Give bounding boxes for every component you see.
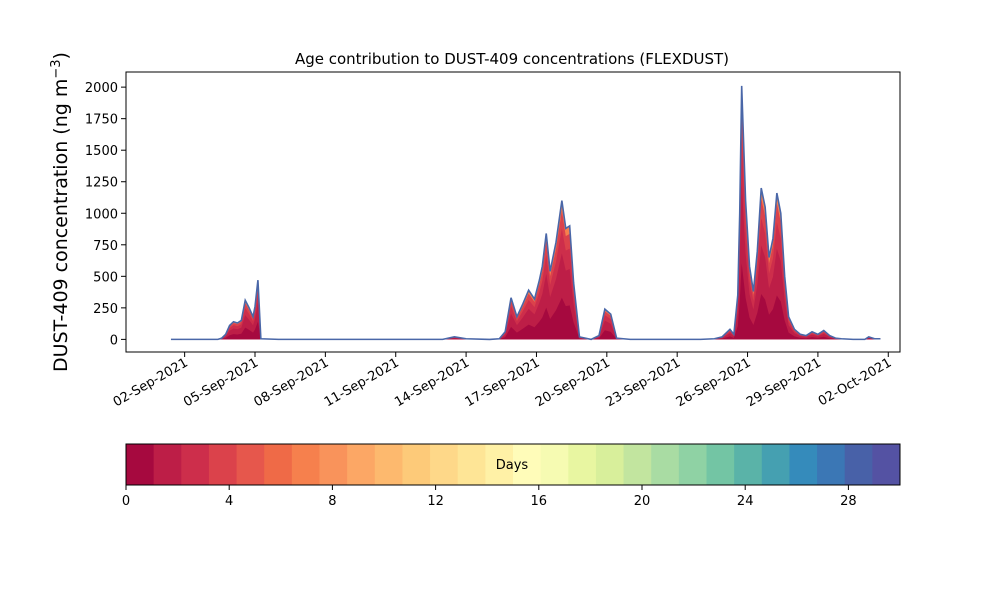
y-tick-label: 250 (93, 302, 118, 317)
plot-frame (125, 71, 901, 353)
colorbar-segment (181, 444, 210, 485)
colorbar-segment (236, 444, 265, 485)
colorbar-segment (568, 444, 597, 485)
y-axis-label: DUST-409 concentration (ng m−3) (49, 52, 72, 372)
colorbar-tick-label: 20 (634, 494, 651, 509)
colorbar-segment (872, 444, 901, 485)
colorbar-segment (457, 444, 486, 485)
colorbar-segment (595, 444, 625, 485)
colorbar-segment (761, 444, 790, 485)
colorbar-segment (789, 444, 818, 485)
y-tick-label: 0 (110, 333, 118, 348)
x-axis: 02-Sep-202105-Sep-202108-Sep-202111-Sep-… (111, 352, 894, 410)
colorbar-segment (374, 444, 403, 485)
x-tick-label: 14-Sep-2021 (392, 355, 472, 410)
x-tick-label: 20-Sep-2021 (533, 355, 613, 410)
colorbar-segment (734, 444, 763, 485)
colorbar: 0 4 8 12 16 20 24 28 (122, 443, 901, 509)
colorbar-segment (651, 444, 680, 485)
y-tick-label: 500 (93, 270, 118, 285)
colorbar-segment (430, 444, 459, 485)
x-tick-label: 02-Sep-2021 (111, 355, 191, 410)
colorbar-segment (347, 444, 376, 485)
y-axis: 0 250 500 750 1000 1250 1500 1750 2000 (85, 81, 126, 348)
x-tick-label: 26-Sep-2021 (674, 355, 754, 410)
colorbar-segment (678, 444, 707, 485)
colorbar-segment (264, 444, 293, 485)
colorbar-tick-label: 12 (427, 494, 444, 509)
colorbar-tick-label: 8 (328, 494, 336, 509)
y-tick-label: 1500 (85, 144, 118, 159)
colorbar-segment (126, 444, 155, 485)
colorbar-segment (706, 444, 735, 485)
y-tick-label: 2000 (85, 81, 118, 96)
y-tick-label: 1000 (85, 207, 118, 222)
x-tick-label: 02-Oct-2021 (816, 355, 894, 409)
colorbar-tick-label: 4 (225, 494, 233, 509)
colorbar-tick-label: 16 (531, 494, 548, 509)
colorbar-segment (153, 444, 182, 485)
y-tick-label: 750 (93, 239, 118, 254)
colorbar-segment (623, 444, 652, 485)
colorbar-segment (513, 444, 542, 485)
colorbar-segment (540, 444, 569, 485)
x-tick-label: 08-Sep-2021 (252, 355, 332, 410)
chart-title: Age contribution to DUST-409 concentrati… (295, 50, 729, 68)
colorbar-tick-label: 0 (122, 494, 130, 509)
colorbar-segment (291, 444, 320, 485)
colorbar-label: Days (496, 458, 529, 473)
x-tick-label: 29-Sep-2021 (744, 355, 824, 410)
colorbar-segment (844, 444, 873, 485)
colorbar-segment (817, 444, 846, 485)
colorbar-segment (208, 444, 238, 485)
colorbar-segment (319, 444, 348, 485)
colorbar-tick-label: 28 (840, 494, 857, 509)
colorbar-segment (485, 444, 514, 485)
x-tick-label: 23-Sep-2021 (603, 355, 683, 410)
y-tick-label: 1250 (85, 176, 118, 191)
total-concentration-line (170, 85, 881, 341)
x-tick-label: 11-Sep-2021 (322, 355, 402, 410)
x-tick-label: 17-Sep-2021 (463, 355, 543, 410)
colorbar-segment (402, 444, 431, 485)
y-tick-label: 1750 (85, 113, 118, 128)
colorbar-frame (125, 443, 901, 486)
colorbar-tick-label: 24 (737, 494, 754, 509)
x-tick-label: 05-Sep-2021 (181, 355, 261, 410)
